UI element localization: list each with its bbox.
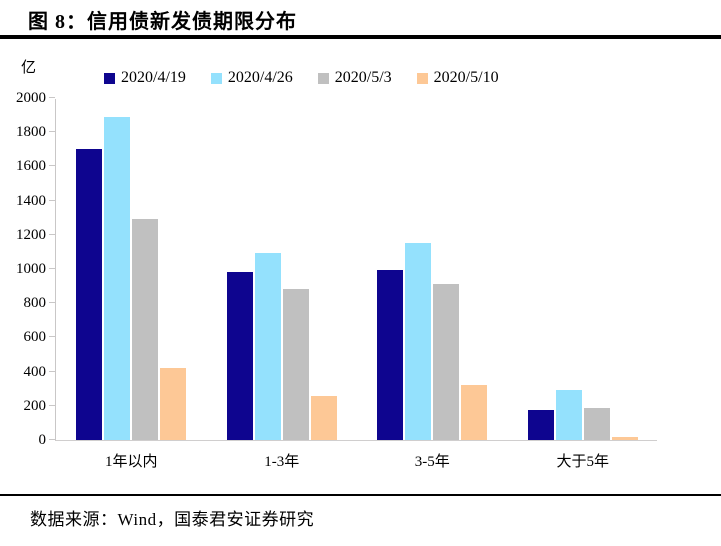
x-axis-label: 3-5年 xyxy=(414,454,450,470)
title-rule xyxy=(0,35,721,39)
bar-2020/4/19-大于5年 xyxy=(527,410,554,440)
bar-2020/5/3-大于5年 xyxy=(583,408,610,440)
bar-group-大于5年 xyxy=(527,390,638,440)
y-axis-tick-mark xyxy=(49,165,55,167)
y-axis-tick-label: 800 xyxy=(23,295,47,312)
legend-item-2: 2020/4/26 xyxy=(210,69,293,87)
y-axis-tick-mark xyxy=(49,439,55,440)
legend-swatch-icon xyxy=(317,72,329,84)
y-axis-tick-label: 1800 xyxy=(16,124,46,141)
y-axis-unit-label: 亿 xyxy=(21,60,37,76)
plot-area: 0 200 400 600 800 1000 1200 1400 1600 1800 2000 1年以… xyxy=(16,90,657,470)
bar-2020/5/3-1年以内 xyxy=(132,218,158,440)
y-axis-tick-mark xyxy=(49,302,55,304)
y-axis-tick-mark xyxy=(49,268,55,269)
bar-2020/5/3-1-3年 xyxy=(282,288,309,440)
y-axis-tick-mark xyxy=(49,404,55,406)
bar-group-1年以内 xyxy=(76,116,186,440)
y-axis-tick-label: 0 xyxy=(38,432,47,448)
y-axis-tick-mark xyxy=(49,131,55,133)
y-axis-tick-label: 1000 xyxy=(16,261,46,277)
y-axis-tick-mark xyxy=(49,370,55,372)
y-axis-tick-label: 2000 xyxy=(16,90,46,106)
legend-swatch-icon xyxy=(416,72,428,84)
data-source: 数据来源：Wind，国泰君安证券研究 xyxy=(30,510,315,529)
bar-2020/4/26-1-3年 xyxy=(254,252,281,440)
legend-label: 2020/4/26 xyxy=(227,69,293,86)
legend-label: 2020/5/10 xyxy=(433,69,499,86)
legend-item-3: 2020/5/3 xyxy=(317,69,392,87)
x-axis-label: 大于5年 xyxy=(556,454,609,470)
legend-item-4: 2020/5/10 xyxy=(416,69,499,87)
bar-2020/4/19-3-5年 xyxy=(377,269,403,440)
y-axis-tick-mark xyxy=(49,233,55,235)
y-axis-tick-label: 1400 xyxy=(16,192,46,209)
bar-2020/4/26-1年以内 xyxy=(104,116,130,440)
y-axis-tick-label: 200 xyxy=(23,397,47,414)
footer-rule xyxy=(0,494,721,496)
bar-2020/4/26-3-5年 xyxy=(405,243,431,440)
bar-2020/4/19-1-3年 xyxy=(226,272,253,440)
x-axis-label: 1-3年 xyxy=(264,454,300,470)
legend-label: 2020/5/3 xyxy=(334,69,392,86)
figure-title: 图 8：信用债新发债期限分布 xyxy=(28,11,297,33)
bar-2020/4/19-1年以内 xyxy=(76,149,102,440)
y-axis-tick-label: 600 xyxy=(23,329,47,346)
bar-2020/5/10-3-5年 xyxy=(461,385,487,440)
legend-swatch-icon xyxy=(104,72,115,84)
chart-legend: 2020/4/19 2020/4/26 2020/5/3 2020/5/10 xyxy=(104,69,499,87)
bar-2020/5/10-大于5年 xyxy=(611,436,638,440)
bar-2020/4/26-大于5年 xyxy=(555,390,582,440)
bar-2020/5/3-3-5年 xyxy=(433,284,459,440)
bar-group-3-5年 xyxy=(377,243,487,440)
bar-2020/5/10-1年以内 xyxy=(160,368,186,440)
y-axis-tick-label: 1200 xyxy=(16,226,46,243)
y-axis-tick-label: 1600 xyxy=(16,158,46,175)
y-axis-tick-mark xyxy=(49,97,55,98)
bar-group-1-3年 xyxy=(226,252,337,440)
legend-label: 2020/4/19 xyxy=(121,69,186,86)
legend-swatch-icon xyxy=(210,72,222,84)
y-axis-tick-mark xyxy=(49,199,55,201)
bar-2020/5/10-1-3年 xyxy=(310,395,337,440)
x-axis-label: 1年以内 xyxy=(104,454,158,470)
y-axis-tick-mark xyxy=(49,336,55,338)
legend-item-1: 2020/4/19 xyxy=(104,69,186,87)
y-axis-tick-label: 400 xyxy=(23,363,47,380)
